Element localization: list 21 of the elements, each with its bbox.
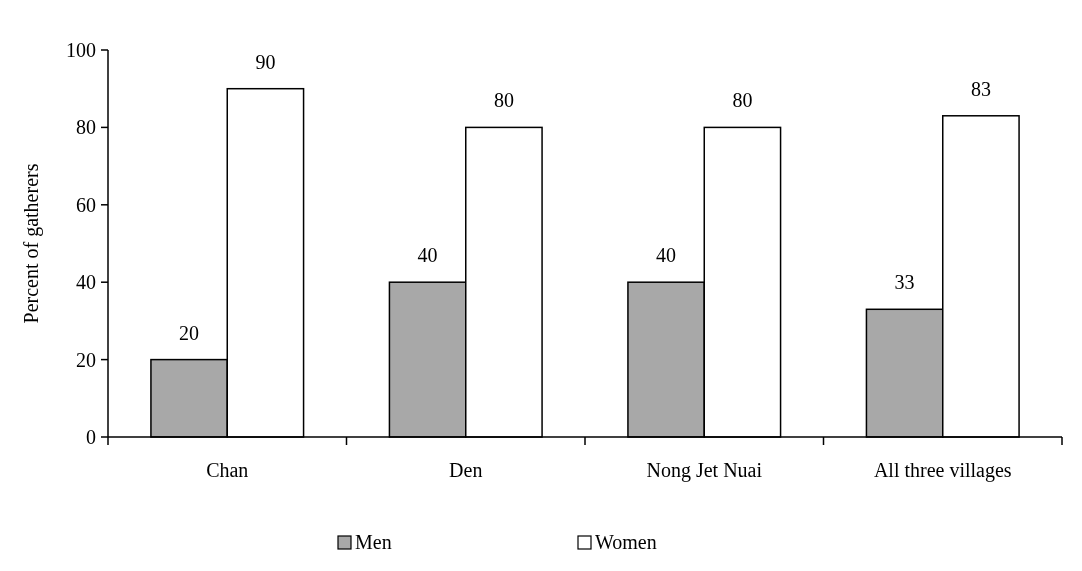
data-label: 33: [894, 271, 915, 294]
data-label: 80: [732, 89, 753, 112]
x-tick-label: Den: [449, 459, 483, 481]
data-label: 20: [179, 321, 200, 344]
data-label: 80: [493, 89, 514, 112]
data-label: 90: [255, 50, 276, 73]
y-tick-label: 60: [76, 193, 96, 216]
y-axis-title: Percent of gatherers: [20, 163, 43, 324]
data-label: 40: [417, 244, 438, 267]
x-tick-label: Chan: [206, 459, 249, 481]
y-tick-label: 100: [66, 39, 96, 61]
legend-label: Women: [595, 531, 657, 553]
y-tick-label: 20: [76, 348, 96, 371]
data-label: 83: [970, 77, 991, 100]
legend-label: Men: [355, 531, 392, 553]
data-label: 40: [656, 244, 677, 267]
y-tick-label: 40: [76, 271, 96, 294]
x-tick-label: All three villages: [873, 459, 1012, 482]
y-tick-label: 80: [76, 116, 96, 139]
y-tick-label: 0: [86, 426, 96, 448]
x-tick-label: Nong Jet Nuai: [646, 459, 763, 482]
